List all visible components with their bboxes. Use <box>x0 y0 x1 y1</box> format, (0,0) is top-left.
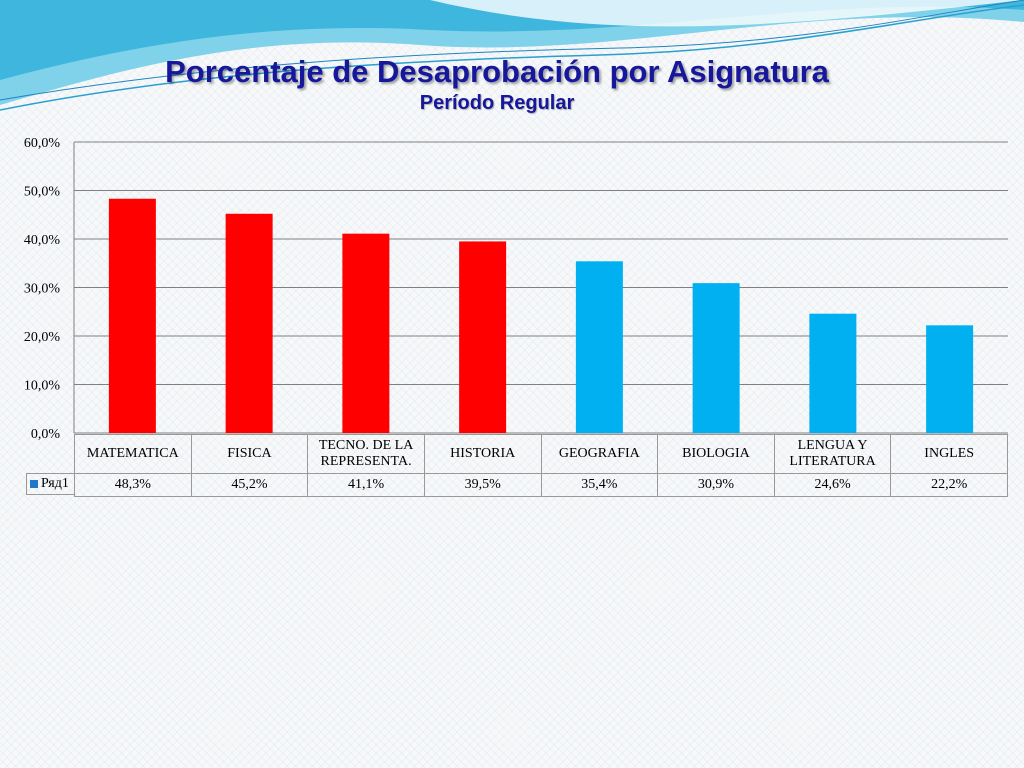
bar-matematica <box>108 198 156 433</box>
bar-fisica <box>225 213 273 433</box>
legend-entry: Ряд1 <box>26 473 74 495</box>
bar-geografia <box>575 261 623 433</box>
value-label: 41,1% <box>307 473 425 497</box>
slide-title: Porcentaje de Desaprobación por Asignatu… <box>165 54 829 89</box>
bar-tecno-de-la-representa <box>342 233 390 433</box>
bar-lengua-y-literatura <box>809 313 857 433</box>
bar-chart: 0,0% 10,0% 20,0% 30,0% 40,0% 50,0% 60,0% <box>24 136 1008 440</box>
value-label: 39,5% <box>423 473 542 497</box>
legend-key-icon <box>30 480 38 488</box>
category-label: HISTORIA <box>423 434 542 474</box>
y-tick-label: 10,0% <box>24 379 61 394</box>
header-decoration <box>0 0 1024 111</box>
category-label: BIOLOGIA <box>657 434 775 474</box>
category-label: LENGUA Y LITERATURA <box>773 434 892 474</box>
y-axis-ticks: 0,0% 10,0% 20,0% 30,0% 40,0% 50,0% 60,0% <box>24 136 61 440</box>
bar-ingles <box>926 325 974 433</box>
category-label: TECNO. DE LA REPRESENTA. <box>307 434 425 474</box>
slide-subtitle: Período Regular <box>419 92 575 114</box>
category-label: MATEMATICA <box>74 434 192 474</box>
value-row: 48,3% 45,2% 41,1% 39,5% 35,4% 30,9% 24,6% 22,2% <box>74 473 1008 497</box>
y-tick-label: 20,0% <box>24 330 61 345</box>
category-label: GEOGRAFIA <box>540 434 659 474</box>
bars <box>108 198 974 433</box>
value-label: 24,6% <box>773 473 892 497</box>
y-tick-label: 40,0% <box>24 233 61 248</box>
category-row: MATEMATICA FISICA TECNO. DE LA REPRESENTA.… <box>74 434 1008 474</box>
y-tick-label: 0,0% <box>31 427 61 440</box>
data-table: MATEMATICA FISICA TECNO. DE LA REPRESENTA.… <box>74 434 1008 497</box>
bar-historia <box>459 241 507 433</box>
y-tick-label: 50,0% <box>24 185 61 200</box>
value-label: 45,2% <box>190 473 309 497</box>
value-label: 22,2% <box>890 473 1008 497</box>
y-tick-label: 30,0% <box>24 282 61 297</box>
category-label: INGLES <box>890 434 1008 474</box>
y-tick-label: 60,0% <box>24 136 61 151</box>
value-label: 35,4% <box>540 473 659 497</box>
category-label: FISICA <box>190 434 309 474</box>
legend-series-name: Ряд1 <box>41 476 69 491</box>
gridlines <box>74 141 1008 434</box>
value-label: 30,9% <box>657 473 775 497</box>
value-label: 48,3% <box>74 473 192 497</box>
bar-biologia <box>692 283 740 433</box>
